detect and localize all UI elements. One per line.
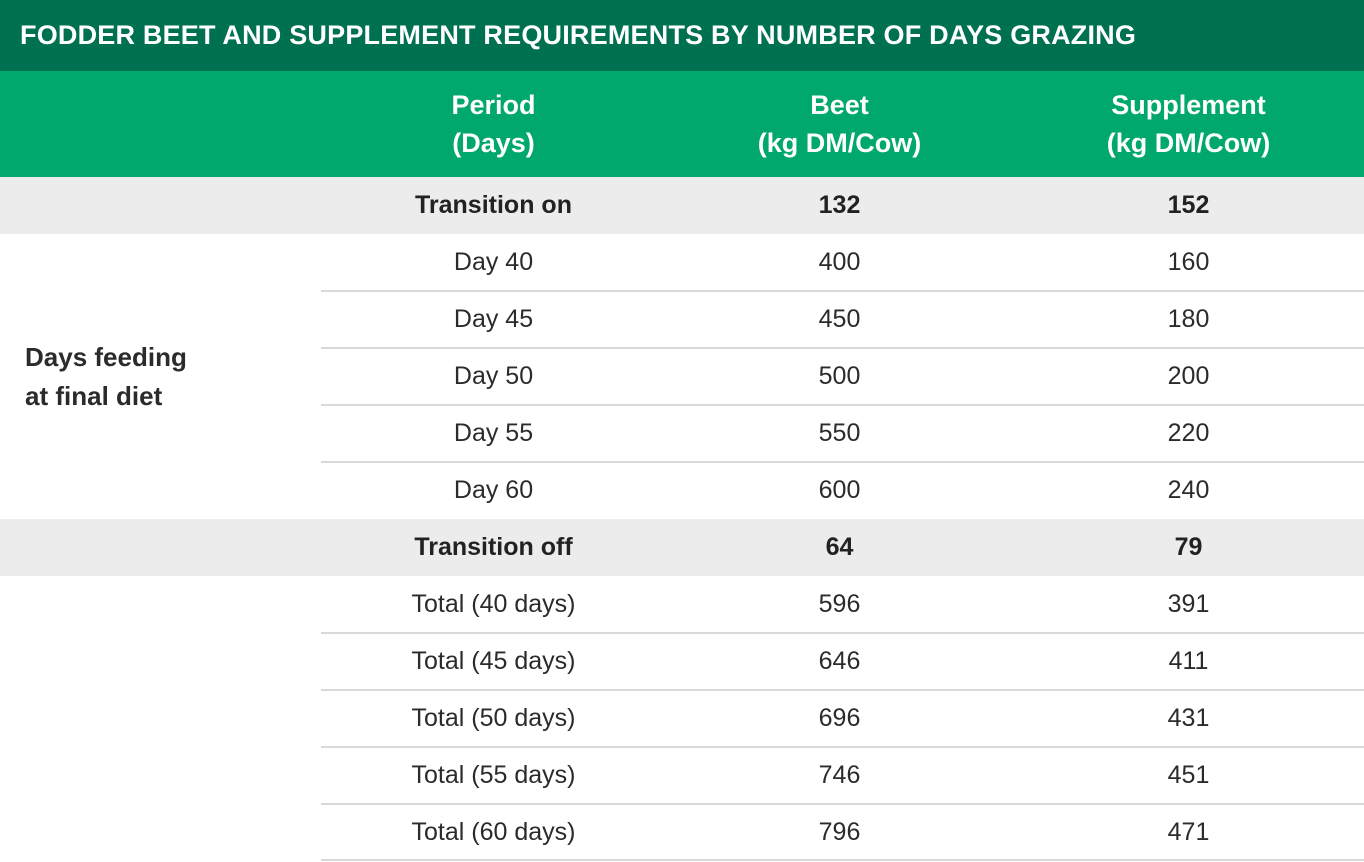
header-period: Period (Days) [321,71,666,177]
table-row: Day 50 500 200 [0,348,1364,405]
cell-supplement: 152 [1167,191,1210,219]
table-row-transition-off: Transition off 64 79 [0,519,1364,576]
cell-supplement: 411 [1168,647,1209,675]
cell-supplement: 180 [1167,305,1210,333]
cell-supplement: 471 [1167,818,1210,846]
cell-beet: 600 [818,476,861,504]
row-divider [321,461,1364,463]
header-supplement-line1: Supplement [1111,90,1266,120]
cell-period: Total (45 days) [411,647,576,675]
table-row-transition-on: Transition on 132 152 [0,177,1364,234]
cell-beet: 646 [818,647,861,675]
header-beet-line1: Beet [810,90,869,120]
table-row: Total (40 days) 596 391 [0,576,1364,633]
cell-period: Day 40 [453,248,534,276]
header-beet-line2: (kg DM/Cow) [757,128,922,158]
cell-beet: 550 [818,419,861,447]
cell-period: Total (55 days) [411,761,576,789]
cell-period: Day 60 [453,476,534,504]
cell-supplement: 240 [1167,476,1210,504]
cell-supplement: 200 [1167,362,1210,390]
row-divider [321,859,1364,861]
cell-beet: 500 [818,362,861,390]
cell-period: Day 55 [453,419,534,447]
row-divider [321,689,1364,691]
table-row: Day 40 400 160 [0,234,1364,291]
table-row: Day 60 600 240 [0,462,1364,519]
header-period-line1: Period [451,90,536,120]
table-row: Total (50 days) 696 431 [0,690,1364,747]
cell-supplement: 79 [1174,533,1203,561]
header-period-line2: (Days) [452,128,535,158]
table-row: Day 45 450 180 [0,291,1364,348]
cell-beet: 450 [818,305,861,333]
group-label-days-feeding: Days feeding at final diet [25,338,187,416]
cell-period: Total (60 days) [411,818,576,846]
table-title: FODDER BEET AND SUPPLEMENT REQUIREMENTS … [0,0,1364,71]
cell-supplement: 160 [1167,248,1210,276]
cell-period: Total (50 days) [411,704,576,732]
cell-beet: 64 [825,533,854,561]
group-label-line1: Days feeding [25,342,187,372]
cell-beet: 400 [818,248,861,276]
table-row: Total (60 days) 796 471 [0,804,1364,861]
cell-period: Day 50 [453,362,534,390]
table-row: Total (45 days) 646 411 [0,633,1364,690]
cell-supplement: 451 [1167,761,1210,789]
table-row: Day 55 550 220 [0,405,1364,462]
table-row: Total (55 days) 746 451 [0,747,1364,804]
cell-period: Day 45 [453,305,534,333]
cell-beet: 596 [818,590,861,618]
row-divider [321,803,1364,805]
cell-supplement: 220 [1167,419,1210,447]
row-divider [321,347,1364,349]
cell-period: Transition off [414,533,573,561]
cell-beet: 696 [818,704,861,732]
row-divider [321,290,1364,292]
cell-beet: 132 [818,191,861,219]
cell-supplement: 431 [1167,704,1210,732]
group-label-line2: at final diet [25,381,163,411]
cell-supplement: 391 [1167,590,1210,618]
header-beet: Beet (kg DM/Cow) [666,71,1013,177]
header-supplement: Supplement (kg DM/Cow) [1013,71,1364,177]
cell-period: Total (40 days) [411,590,576,618]
cell-beet: 796 [818,818,861,846]
cell-beet: 746 [818,761,861,789]
row-divider [321,746,1364,748]
row-divider [321,632,1364,634]
row-divider [321,404,1364,406]
table-header-row: Period (Days) Beet (kg DM/Cow) Supplemen… [0,71,1364,177]
header-supplement-line2: (kg DM/Cow) [1106,128,1271,158]
cell-period: Transition on [415,191,572,219]
